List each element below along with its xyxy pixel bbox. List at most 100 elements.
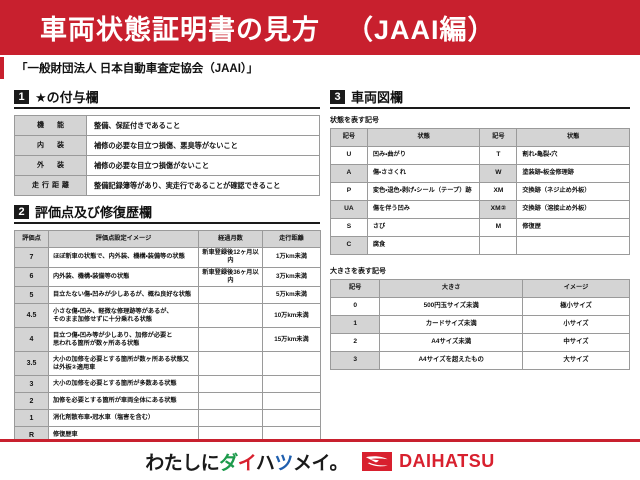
- column-header-score: 評価点: [14, 230, 49, 248]
- table-row: 4.5 小さな傷・凹み、軽微な修理跡等があるが、 そのまま加修せずに十分乗れる状…: [14, 303, 321, 329]
- condition-symbol: W: [479, 164, 518, 183]
- column-header-size-image: イメージ: [522, 279, 630, 298]
- condition-description: 凹み・曲がり: [366, 146, 481, 165]
- daihatsu-emblem-icon: [362, 451, 393, 471]
- grant-value: 補修の必要な目立つ損傷、悪臭等がないこと: [86, 135, 320, 156]
- grant-value: 補修の必要な目立つ損傷がないこと: [86, 155, 320, 176]
- condition-table-body: U 凹み・曲がり T 割れ・亀裂・穴 A 傷・ささくれ W 塗装跡・板金修理跡 …: [330, 146, 630, 255]
- table-row: 1 カードサイズ未満 小サイズ: [329, 315, 630, 334]
- eval-distance: [262, 351, 321, 377]
- column-header-size-symbol: 記号: [329, 279, 381, 298]
- section-1-number: 1: [14, 89, 29, 104]
- header-banner: 車両状態証明書の見方 （JAAI編）: [0, 0, 640, 55]
- table-row: 7 ほぼ新車の状態で、内外装、機構・装備等の状態 新車登録後12ヶ月以内 1万k…: [14, 247, 321, 268]
- section-3-heading: 3 車両図欄: [330, 87, 630, 109]
- table-row: 1 消化剤散布車・冠水車（塩害を含む）: [14, 409, 321, 428]
- tagline-part-3: イ: [237, 452, 257, 474]
- eval-distance: 1万km未満: [262, 247, 321, 268]
- size-image-label: 中サイズ: [522, 333, 630, 352]
- right-column: 3 車両図欄 状態を表す記号 記号 状態 記号 状態: [329, 81, 630, 475]
- table-row: 内 装 補修の必要な目立つ損傷、悪臭等がないこと: [14, 135, 320, 156]
- eval-description: 目立つ傷・凹み等が少しあり、加修が必要と 思われる箇所が数ヶ所ある状態: [48, 327, 199, 353]
- table-row: P 変色・退色・剥げ・シール（テープ）跡 XM 交換跡（ネジ止め外板）: [330, 182, 630, 201]
- eval-distance: [262, 375, 321, 394]
- page-title-paren: （JAAI編）: [346, 15, 496, 45]
- eval-score: 1: [14, 409, 49, 428]
- table-header-row: 記号 大きさ イメージ: [329, 279, 630, 298]
- table-row: 機 能 整備、保証付きであること: [14, 115, 320, 136]
- size-description: 500円玉サイズ未満: [379, 297, 524, 316]
- table-row: 3.5 大小の加修を必要とする箇所が数ヶ所ある状態又 は外板②適用車: [14, 351, 321, 377]
- tagline-part-1: わたしに: [145, 452, 220, 474]
- condition-symbol: XM: [479, 182, 518, 201]
- section-2-title: 評価点及び修復歴欄: [35, 205, 153, 220]
- daihatsu-wordmark: DAIHATSU: [399, 450, 495, 471]
- size-image-label: 極小サイズ: [522, 297, 630, 316]
- section-1-heading: 1 ★の付与欄: [14, 87, 320, 109]
- condition-symbol: M: [479, 218, 518, 237]
- size-description: カードサイズ未満: [379, 315, 524, 334]
- condition-description: 交換跡（ネジ止め外板）: [516, 182, 630, 201]
- column-header-symbol-right: 記号: [479, 128, 518, 147]
- condition-description: 腐食: [366, 236, 481, 255]
- evaluation-table-head: 評価点 評価点設定イメージ 経過月数 走行距離: [14, 230, 321, 248]
- tagline-part-5: ツ: [274, 452, 293, 474]
- table-header-row: 評価点 評価点設定イメージ 経過月数 走行距離: [14, 230, 321, 248]
- eval-description: 消化剤散布車・冠水車（塩害を含む）: [48, 409, 199, 428]
- condition-symbol: P: [330, 182, 368, 201]
- evaluation-table-body: 7 ほぼ新車の状態で、内外装、機構・装備等の状態 新車登録後12ヶ月以内 1万k…: [14, 247, 321, 445]
- eval-description: ほぼ新車の状態で、内外装、機構・装備等の状態: [48, 247, 199, 268]
- subtitle-row: 「一般財団法人 日本自動車査定協会（JAAI）」: [0, 57, 640, 79]
- condition-symbol: S: [330, 218, 368, 237]
- table-row: 5 目立たない傷・凹みが少しあるが、概ね良好な状態 5万km未満: [14, 286, 321, 305]
- table-row: UA 傷を伴う凹み XM② 交換跡（溶接止め外板）: [330, 200, 630, 219]
- condition-table-head: 記号 状態 記号 状態: [330, 128, 630, 147]
- size-symbols-caption: 大きさを表す記号: [330, 268, 386, 275]
- column-header-description: 評価点設定イメージ: [48, 230, 199, 248]
- eval-score: 6: [14, 266, 49, 288]
- eval-months: [198, 392, 263, 411]
- condition-description: 変色・退色・剥げ・シール（テープ）跡: [366, 182, 481, 201]
- body-columns: 1 ★の付与欄 機 能 整備、保証付きであること 内 装 補修の必要な目立つ損傷…: [0, 79, 640, 475]
- eval-description: 小さな傷・凹み、軽微な修理跡等があるが、 そのまま加修せずに十分乗れる状態: [48, 303, 199, 329]
- eval-months: [198, 375, 263, 394]
- footer-bar: わたしにダイハツメイ。 DAIHATSU: [0, 439, 640, 480]
- grant-label: 走行距離: [14, 175, 87, 196]
- condition-symbol: T: [479, 146, 518, 165]
- eval-score: 3: [14, 375, 49, 394]
- star-grant-table: 機 能 整備、保証付きであること 内 装 補修の必要な目立つ損傷、悪臭等がないこ…: [14, 115, 320, 196]
- condition-description: 塗装跡・板金修理跡: [516, 164, 630, 183]
- size-image-label: 大サイズ: [522, 351, 630, 370]
- eval-score: 2: [14, 392, 49, 411]
- eval-months: 新車登録後12ヶ月以内: [198, 247, 263, 268]
- page-title: 車両状態証明書の見方 （JAAI編）: [40, 8, 496, 47]
- eval-distance: 5万km未満: [262, 286, 321, 305]
- eval-score: 7: [14, 247, 49, 268]
- column-header-distance: 走行距離: [262, 230, 321, 248]
- eval-months: 新車登録後36ヶ月以内: [198, 266, 263, 288]
- table-row: 3 A4サイズを超えたもの 大サイズ: [329, 351, 630, 370]
- evaluation-score-table: 評価点 評価点設定イメージ 経過月数 走行距離 7 ほぼ新車の状態で、内外装、機…: [14, 230, 321, 445]
- condition-symbols-caption: 状態を表す記号: [330, 117, 379, 124]
- eval-months: [198, 286, 263, 305]
- table-row: C 腐食: [330, 236, 630, 255]
- tagline-part-6: メイ。: [292, 452, 349, 474]
- eval-description: 内外装、機構・装備等の状態: [48, 266, 199, 288]
- eval-distance: 10万km未満: [262, 303, 321, 329]
- eval-months: [198, 303, 263, 329]
- section-1-title: ★の付与欄: [35, 90, 99, 105]
- eval-score: 5: [14, 286, 49, 305]
- daihatsu-logo: DAIHATSU: [362, 451, 495, 472]
- eval-distance: [262, 392, 321, 411]
- condition-symbol: A: [330, 164, 368, 183]
- size-description: A4サイズを超えたもの: [379, 351, 524, 370]
- grant-label: 機 能: [14, 115, 87, 136]
- condition-description: 交換跡（溶接止め外板）: [516, 200, 630, 219]
- eval-distance: [262, 409, 321, 428]
- size-symbol: 2: [329, 333, 381, 352]
- condition-symbol: U: [330, 146, 368, 165]
- organization-subtitle: 「一般財団法人 日本自動車査定協会（JAAI）」: [16, 63, 259, 75]
- size-table-body: 0 500円玉サイズ未満 極小サイズ 1 カードサイズ未満 小サイズ 2 A4サ…: [329, 297, 630, 370]
- condition-description: 傷を伴う凹み: [366, 200, 481, 219]
- size-symbol: 0: [329, 297, 381, 316]
